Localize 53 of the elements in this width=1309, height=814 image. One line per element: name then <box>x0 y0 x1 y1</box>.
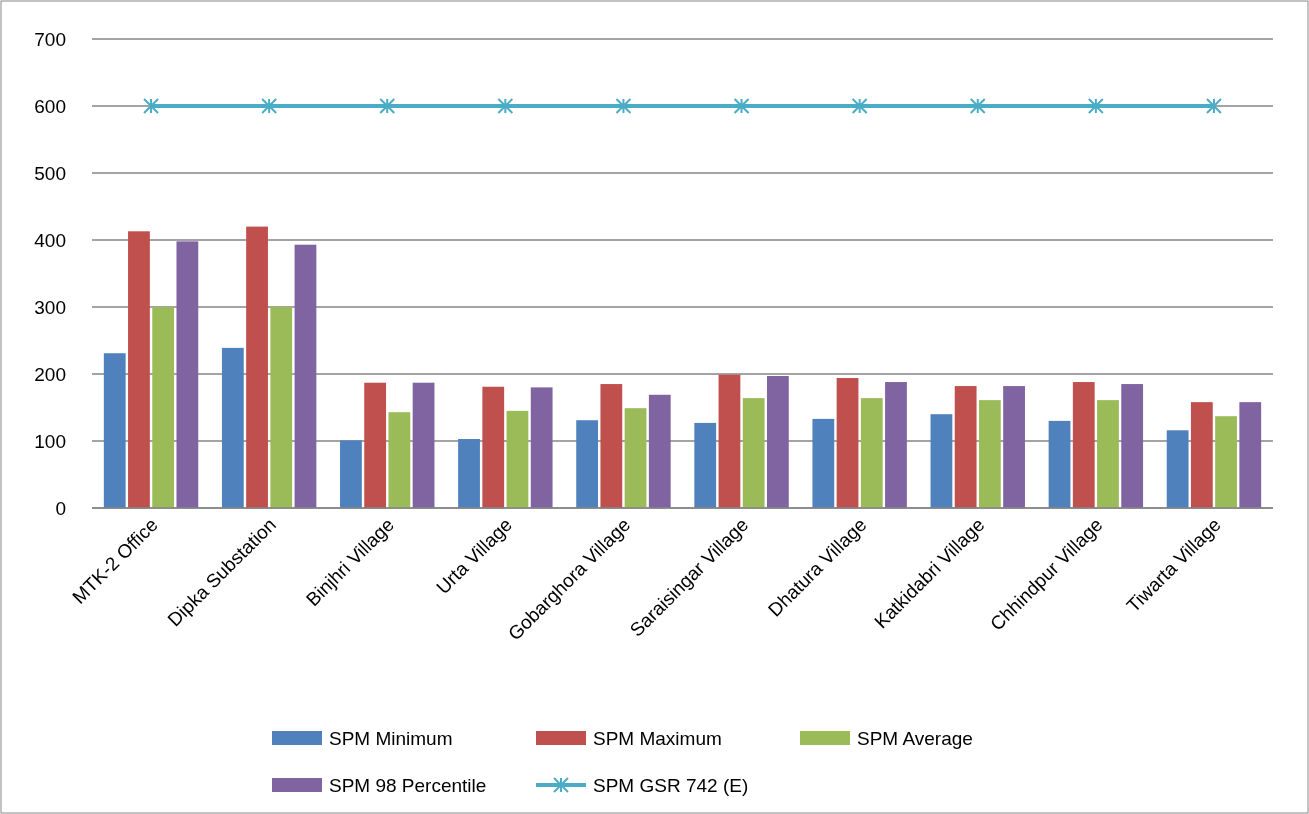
y-tick-label: 200 <box>34 363 66 385</box>
bar <box>836 378 859 508</box>
bar <box>388 412 411 508</box>
bar <box>1121 384 1144 508</box>
bar <box>1072 382 1095 508</box>
bar <box>766 376 789 508</box>
bar <box>128 231 150 508</box>
bar <box>364 382 387 508</box>
bar <box>954 386 977 508</box>
y-tick-label: 300 <box>34 296 66 318</box>
y-tick-label: 700 <box>34 28 66 50</box>
bar <box>152 307 175 508</box>
bar <box>885 382 907 508</box>
bar <box>270 307 293 508</box>
bar <box>221 347 244 508</box>
bar <box>648 394 671 508</box>
bar <box>340 440 362 508</box>
bar <box>860 398 883 508</box>
bar <box>412 382 435 508</box>
bar <box>624 408 647 508</box>
bar <box>506 410 529 508</box>
bar <box>694 422 717 508</box>
bar <box>458 438 480 508</box>
bar <box>1215 416 1237 508</box>
legend-label: SPM Maximum <box>593 727 722 749</box>
bar <box>1097 400 1119 508</box>
bar <box>1190 402 1213 508</box>
legend-label: SPM GSR 742 (E) <box>593 774 749 796</box>
y-tick-label: 600 <box>34 95 66 117</box>
y-tick-label: 500 <box>34 162 66 184</box>
bar <box>530 387 553 508</box>
y-tick-label: 100 <box>34 430 66 452</box>
bar <box>1239 402 1262 508</box>
bar <box>576 420 599 508</box>
bar <box>103 353 126 508</box>
bar <box>812 418 835 508</box>
bar <box>294 244 317 508</box>
bar <box>718 374 741 508</box>
bar <box>742 398 765 508</box>
legend-label: SPM Minimum <box>329 727 453 749</box>
bar <box>482 386 505 508</box>
bar <box>930 414 953 508</box>
legend-label: SPM 98 Percentile <box>329 774 487 796</box>
bar <box>1166 430 1189 508</box>
bar <box>176 241 199 508</box>
y-tick-label: 0 <box>55 497 66 519</box>
bar <box>1003 386 1025 508</box>
bar <box>246 226 268 508</box>
bar <box>600 384 623 508</box>
y-tick-label: 400 <box>34 229 66 251</box>
bar <box>978 400 1001 508</box>
bar <box>1048 420 1071 508</box>
legend-label: SPM Average <box>857 727 973 749</box>
